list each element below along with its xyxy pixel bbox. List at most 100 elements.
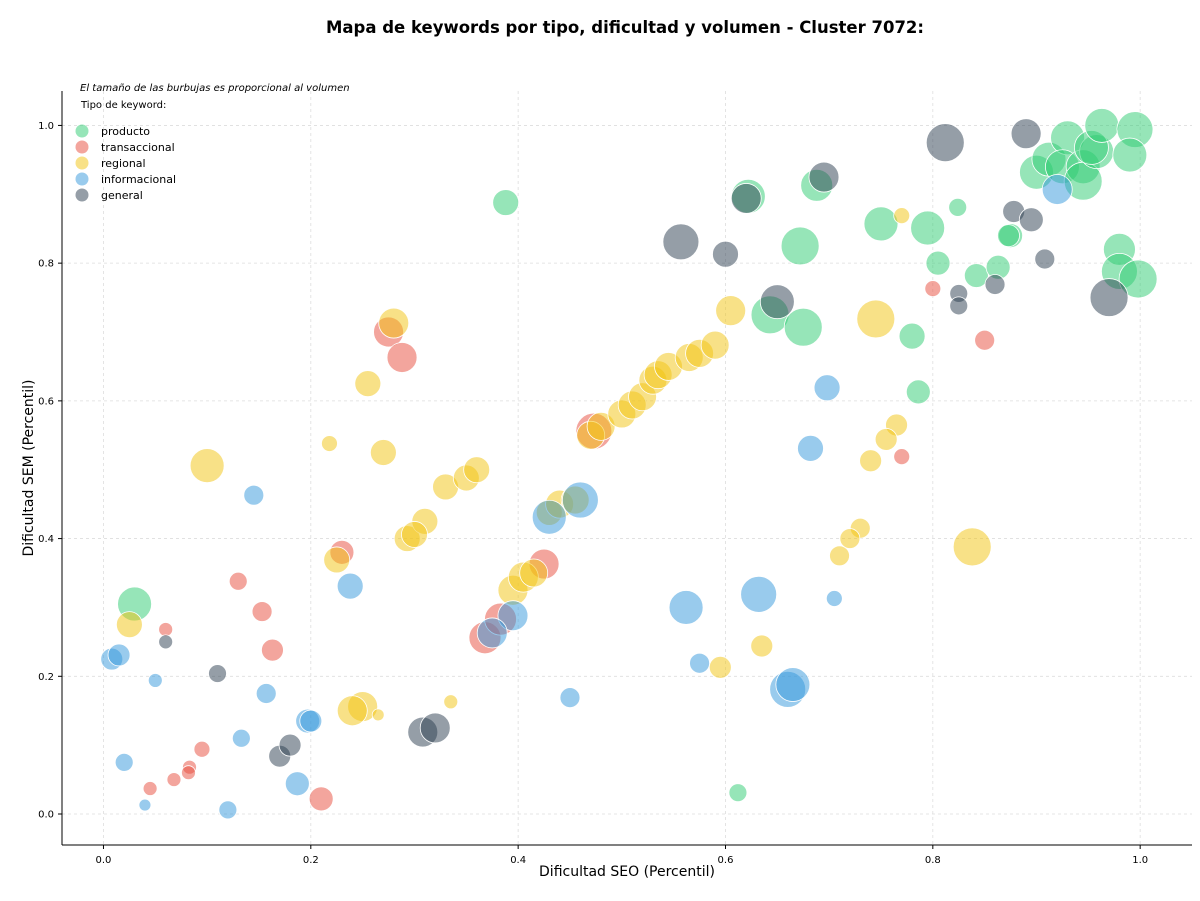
x-tick-label: 0.2 bbox=[303, 855, 319, 866]
bubble-informacional bbox=[668, 590, 704, 625]
bubble-informacional bbox=[299, 709, 323, 733]
legend: producto transaccional regional informacion… bbox=[75, 124, 176, 202]
bubble-regional bbox=[401, 521, 428, 548]
legend-marker-transaccional bbox=[75, 140, 89, 154]
bubble-general bbox=[1010, 118, 1042, 150]
chart-title: Mapa de keywords por tipo, dificultad y … bbox=[325, 18, 925, 37]
bubble-transaccional bbox=[261, 638, 284, 662]
bubble-informacional bbox=[255, 683, 277, 704]
bubble-informacional bbox=[531, 499, 567, 535]
bubble-regional bbox=[519, 558, 549, 588]
legend-marker-general bbox=[75, 188, 89, 202]
bubble-informacional bbox=[561, 481, 599, 519]
bubble-regional bbox=[189, 448, 225, 483]
bubble-regional bbox=[952, 527, 992, 567]
bubble-informacional bbox=[284, 771, 310, 797]
legend-label-informacional: informacional bbox=[101, 173, 176, 186]
bubble-producto bbox=[863, 206, 899, 242]
bubble-producto bbox=[997, 224, 1020, 248]
bubble-general bbox=[984, 274, 1006, 295]
bubble-producto bbox=[925, 250, 951, 276]
series-regional bbox=[115, 207, 992, 727]
x-axis-title: Dificultad SEO (Percentil) bbox=[539, 864, 715, 880]
bubble-regional bbox=[463, 456, 491, 484]
series-transaccional bbox=[142, 280, 996, 812]
y-tick-label: 0.8 bbox=[38, 259, 54, 270]
y-tick-label: 0.4 bbox=[38, 534, 54, 545]
bubble-transaccional bbox=[386, 342, 418, 373]
bubble-regional bbox=[443, 694, 459, 710]
bubble-informacional bbox=[775, 667, 811, 702]
bubble-regional bbox=[856, 299, 896, 339]
bubble-informacional bbox=[825, 590, 843, 607]
bubble-general bbox=[1034, 248, 1056, 270]
bubble-producto bbox=[780, 226, 820, 266]
legend-label-general: general bbox=[101, 189, 143, 202]
bubble-regional bbox=[708, 655, 732, 679]
bubble-producto bbox=[1112, 137, 1148, 173]
bubble-regional bbox=[839, 528, 861, 549]
bubble-informacional bbox=[218, 800, 238, 820]
bubble-informacional bbox=[243, 484, 265, 506]
bubble-transaccional bbox=[893, 448, 911, 466]
bubble-producto bbox=[728, 783, 748, 803]
y-tick-label: 0.0 bbox=[38, 810, 54, 821]
bubble-producto bbox=[910, 210, 946, 246]
bubble-general bbox=[759, 284, 795, 320]
bubble-informacional bbox=[138, 798, 152, 812]
bubble-informacional bbox=[336, 572, 364, 600]
bubble-informacional bbox=[114, 752, 134, 772]
series-general bbox=[158, 118, 1129, 768]
bubble-informacional bbox=[689, 652, 710, 674]
bubble-transaccional bbox=[158, 622, 174, 637]
x-tick-label: 0.8 bbox=[925, 855, 941, 866]
bubble-informacional bbox=[147, 673, 163, 688]
bubbles bbox=[100, 108, 1158, 820]
bubble-informacional bbox=[497, 600, 529, 632]
legend-label-regional: regional bbox=[101, 157, 146, 170]
legend-title: Tipo de keyword: bbox=[80, 100, 166, 111]
bubble-general bbox=[278, 733, 302, 757]
bubble-transaccional bbox=[251, 601, 273, 622]
bubble-informacional bbox=[231, 728, 251, 748]
bubble-producto bbox=[1084, 108, 1120, 143]
axes bbox=[58, 91, 1192, 849]
bubble-informacional bbox=[476, 617, 508, 649]
x-tick-label: 1.0 bbox=[1132, 855, 1148, 866]
bubble-transaccional bbox=[228, 571, 248, 591]
series-informacional bbox=[100, 174, 1073, 820]
bubble-producto bbox=[492, 189, 520, 216]
bubble-informacional bbox=[559, 687, 581, 709]
bubble-regional bbox=[323, 546, 351, 574]
bubble-general bbox=[730, 183, 762, 214]
bubble-regional bbox=[750, 634, 774, 658]
bubble-informacional bbox=[107, 643, 131, 667]
size-note: El tamaño de las burbujas es proporciona… bbox=[80, 83, 350, 94]
bubble-general bbox=[1018, 207, 1044, 233]
legend-marker-informacional bbox=[75, 172, 89, 186]
bubble-general bbox=[949, 296, 969, 316]
bubble-regional bbox=[829, 545, 850, 567]
bubble-producto bbox=[783, 307, 823, 347]
bubble-general bbox=[208, 664, 227, 683]
bubble-regional bbox=[115, 611, 143, 639]
bubble-general bbox=[925, 123, 965, 163]
bubble-transaccional bbox=[308, 786, 334, 812]
bubble-transaccional bbox=[181, 765, 196, 781]
bubble-regional bbox=[700, 330, 730, 360]
x-tick-label: 0.0 bbox=[96, 855, 112, 866]
bubble-regional bbox=[371, 708, 385, 722]
bubble-general bbox=[1089, 278, 1129, 317]
bubble-regional bbox=[321, 435, 338, 452]
legend-marker-regional bbox=[75, 156, 89, 170]
bubble-transaccional bbox=[193, 740, 211, 758]
x-tick-label: 0.6 bbox=[718, 855, 734, 866]
bubble-regional bbox=[378, 307, 410, 339]
bubble-general bbox=[662, 223, 700, 261]
bubble-general bbox=[808, 161, 840, 193]
bubble-producto bbox=[898, 322, 926, 350]
bubble-informacional bbox=[813, 374, 841, 402]
legend-label-transaccional: transaccional bbox=[101, 141, 175, 154]
bubble-informacional bbox=[740, 575, 778, 613]
